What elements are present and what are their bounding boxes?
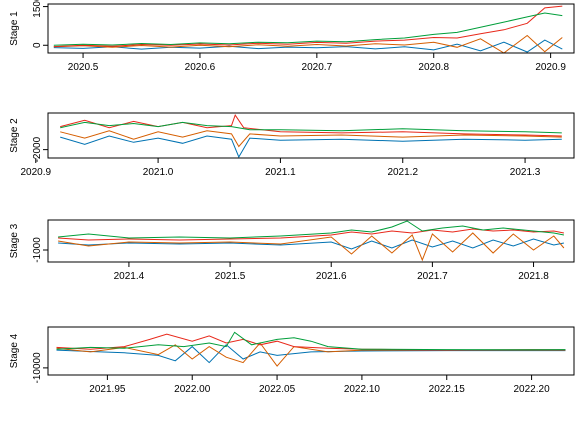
plot-frame [47, 3, 575, 54]
series-line-4 [53, 12, 563, 46]
x-tick-label: 2022.05 [259, 384, 296, 395]
x-tick-label: 2021.7 [417, 271, 448, 282]
x-tick-label: 2021.0 [143, 167, 174, 178]
series-line-2 [60, 130, 562, 148]
series-line-4 [60, 121, 562, 134]
x-tick-label: 2020.6 [185, 62, 216, 73]
y-tick-label: -2000 [32, 136, 43, 162]
y-axis-label: Stage 4 [9, 333, 20, 368]
series-line-2 [53, 34, 563, 54]
y-axis-label: Stage 2 [9, 118, 20, 153]
x-tick-label: 2020.7 [302, 62, 333, 73]
x-tick-label: 2020.5 [68, 62, 99, 73]
x-tick-label: 2021.3 [510, 167, 541, 178]
series-line-1 [56, 344, 566, 364]
series-line-4 [56, 331, 566, 351]
plot-frame [47, 326, 575, 376]
x-tick-label: 2020.9 [535, 62, 566, 73]
stage-panel-4: 2021.95 2022.00 2022.05 2022.10 2022.15 2022.… [9, 326, 575, 395]
x-tick-label: 2022.15 [429, 384, 466, 395]
series-line-1 [60, 135, 562, 159]
series-line-1 [58, 238, 564, 250]
y-axis-label: Stage 3 [9, 223, 20, 258]
series-line-3 [53, 5, 563, 48]
x-tick-label: 2021.2 [387, 167, 418, 178]
plot-frame [47, 112, 575, 159]
series-line-3 [58, 228, 564, 241]
stage-panel-3: 2021.4 2021.5 2021.6 2021.7 2021.8 -1000 Stage… [9, 219, 575, 282]
x-tick-label: 2022.00 [174, 384, 211, 395]
x-tick-label: 2021.4 [114, 271, 145, 282]
x-tick-label: 2021.95 [89, 384, 126, 395]
stage-panel-2: 2020.9 2021.0 2021.1 2021.2 2021.3 -2000 Stage… [9, 112, 575, 178]
series-line-4 [58, 220, 564, 239]
y-tick-label: 1500 [32, 0, 43, 18]
x-tick-label: 2021.8 [518, 271, 549, 282]
series-line-2 [58, 232, 565, 262]
x-tick-label: 2021.1 [265, 167, 296, 178]
stage-panel-1: 2020.5 2020.6 2020.7 2020.8 2020.9 0 1500 Stage… [9, 0, 575, 73]
y-axis-label: Stage 1 [9, 11, 20, 46]
y-tick-label: -10000 [32, 352, 43, 384]
plot-frame [47, 219, 575, 263]
x-tick-label: 2021.6 [316, 271, 347, 282]
x-tick-label: 2022.20 [514, 384, 551, 395]
y-tick-label: -1000 [32, 237, 43, 263]
series-line-3 [60, 113, 562, 137]
series-line-1 [53, 39, 563, 53]
series-line-2 [56, 342, 566, 367]
y-tick-label: 0 [32, 42, 43, 48]
x-tick-label: 2021.5 [215, 271, 246, 282]
x-tick-label: 2022.10 [344, 384, 381, 395]
x-tick-label: 2020.8 [418, 62, 449, 73]
x-tick-label: 2020.9 [20, 167, 51, 178]
